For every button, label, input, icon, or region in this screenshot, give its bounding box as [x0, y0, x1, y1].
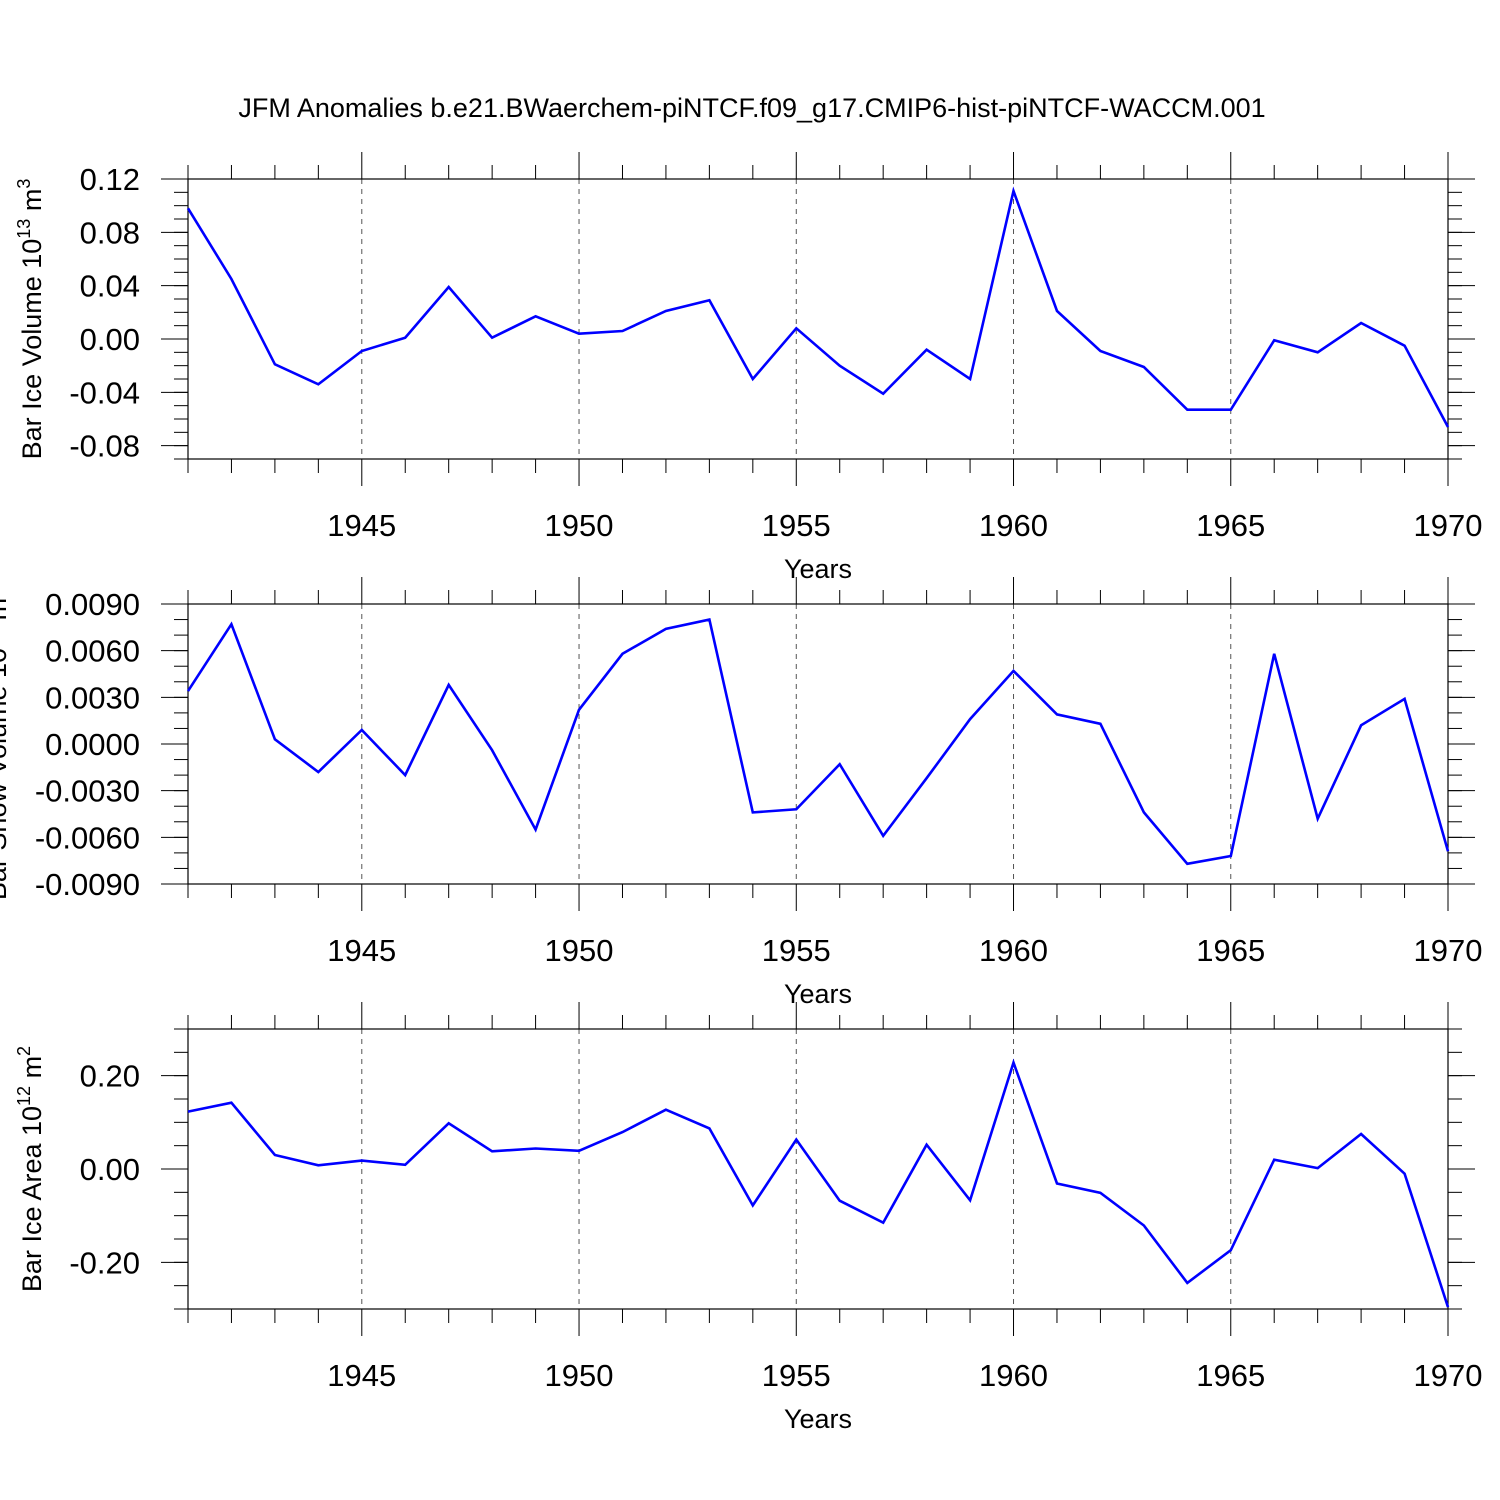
x-axis-label: Years [784, 979, 852, 1009]
x-tick-label: 1965 [1196, 508, 1265, 543]
y-tick-label: -0.20 [69, 1245, 140, 1280]
x-tick-label: 1965 [1196, 933, 1265, 968]
x-tick-label: 1955 [762, 508, 831, 543]
y-tick-label: -0.04 [69, 375, 140, 410]
chart-panel-1: 1945 1950 1955 1960 1965 1970 -0.08 -0.04 0.00 0.… [14, 152, 1482, 584]
y-tick-label: 0.0060 [45, 634, 140, 669]
y-axis-label-text: m [0, 598, 12, 628]
y-tick-label: 0.0000 [45, 727, 140, 762]
y-tick-label: 0.00 [80, 322, 140, 357]
x-tick-label: 1950 [545, 1358, 614, 1393]
x-tick-label: 1970 [1414, 933, 1483, 968]
x-tick-label: 1960 [979, 508, 1048, 543]
y-tick-label: 0.08 [80, 215, 140, 250]
y-tick-label: 0.00 [80, 1152, 140, 1187]
y-tick-label: 0.12 [80, 162, 140, 197]
figure-title: JFM Anomalies b.e21.BWaerchem-piNTCF.f09… [238, 93, 1265, 123]
data-series-line [187, 1058, 1450, 1308]
y-axis-label: Bar Ice Area 1012 m2 [14, 1046, 47, 1292]
x-tick-label: 1960 [979, 933, 1048, 968]
chart-panel-2: 1945 1950 1955 1960 1965 1970 -0.0090 -0.0060 -0… [0, 577, 1482, 1009]
y-axis-label-superscript: 12 [14, 1086, 34, 1106]
x-axis-label: Years [784, 554, 852, 584]
y-axis-label-superscript: 3 [14, 179, 34, 189]
data-series-line [186, 186, 1450, 428]
y-axis-label: Bar Snow Volume 1013 m3 [0, 588, 12, 900]
y-axis-label-text: Bar Ice Volume 10 [17, 239, 47, 460]
x-axis-label: Years [784, 1404, 852, 1434]
x-tick-label: 1945 [327, 508, 396, 543]
y-tick-label: 0.0030 [45, 680, 140, 715]
y-axis-label-text: m [17, 1056, 47, 1086]
x-tick-label: 1965 [1196, 1358, 1265, 1393]
data-series-line [186, 618, 1450, 866]
y-tick-label: -0.08 [69, 429, 140, 464]
x-tick-label: 1955 [762, 1358, 831, 1393]
x-tick-label: 1950 [545, 933, 614, 968]
y-tick-label: 0.20 [80, 1059, 140, 1094]
x-tick-label: 1970 [1414, 508, 1483, 543]
x-tick-label: 1955 [762, 933, 831, 968]
y-tick-label: -0.0060 [35, 820, 140, 855]
y-tick-label: 0.0090 [45, 587, 140, 622]
y-axis-label-text: Bar Ice Area 10 [17, 1106, 47, 1292]
chart-panel-3: 1945 1950 1955 1960 1965 1970 -0.20 0.00 0.20 Yea… [14, 1002, 1482, 1434]
y-axis-label-superscript: 13 [14, 219, 34, 239]
y-axis-label-superscript: 2 [14, 1046, 34, 1056]
plot-frame [187, 178, 1449, 460]
x-tick-label: 1945 [327, 1358, 396, 1393]
y-axis-label-text: m [17, 189, 47, 219]
y-tick-label: 0.04 [80, 269, 140, 304]
y-tick-label: -0.0030 [35, 774, 140, 809]
x-tick-label: 1960 [979, 1358, 1048, 1393]
y-tick-label: -0.0090 [35, 867, 140, 902]
y-axis-label: Bar Ice Volume 1013 m3 [14, 179, 47, 460]
x-tick-label: 1950 [545, 508, 614, 543]
x-tick-label: 1945 [327, 933, 396, 968]
y-axis-label-text: Bar Snow Volume 10 [0, 648, 12, 900]
x-tick-label: 1970 [1414, 1358, 1483, 1393]
